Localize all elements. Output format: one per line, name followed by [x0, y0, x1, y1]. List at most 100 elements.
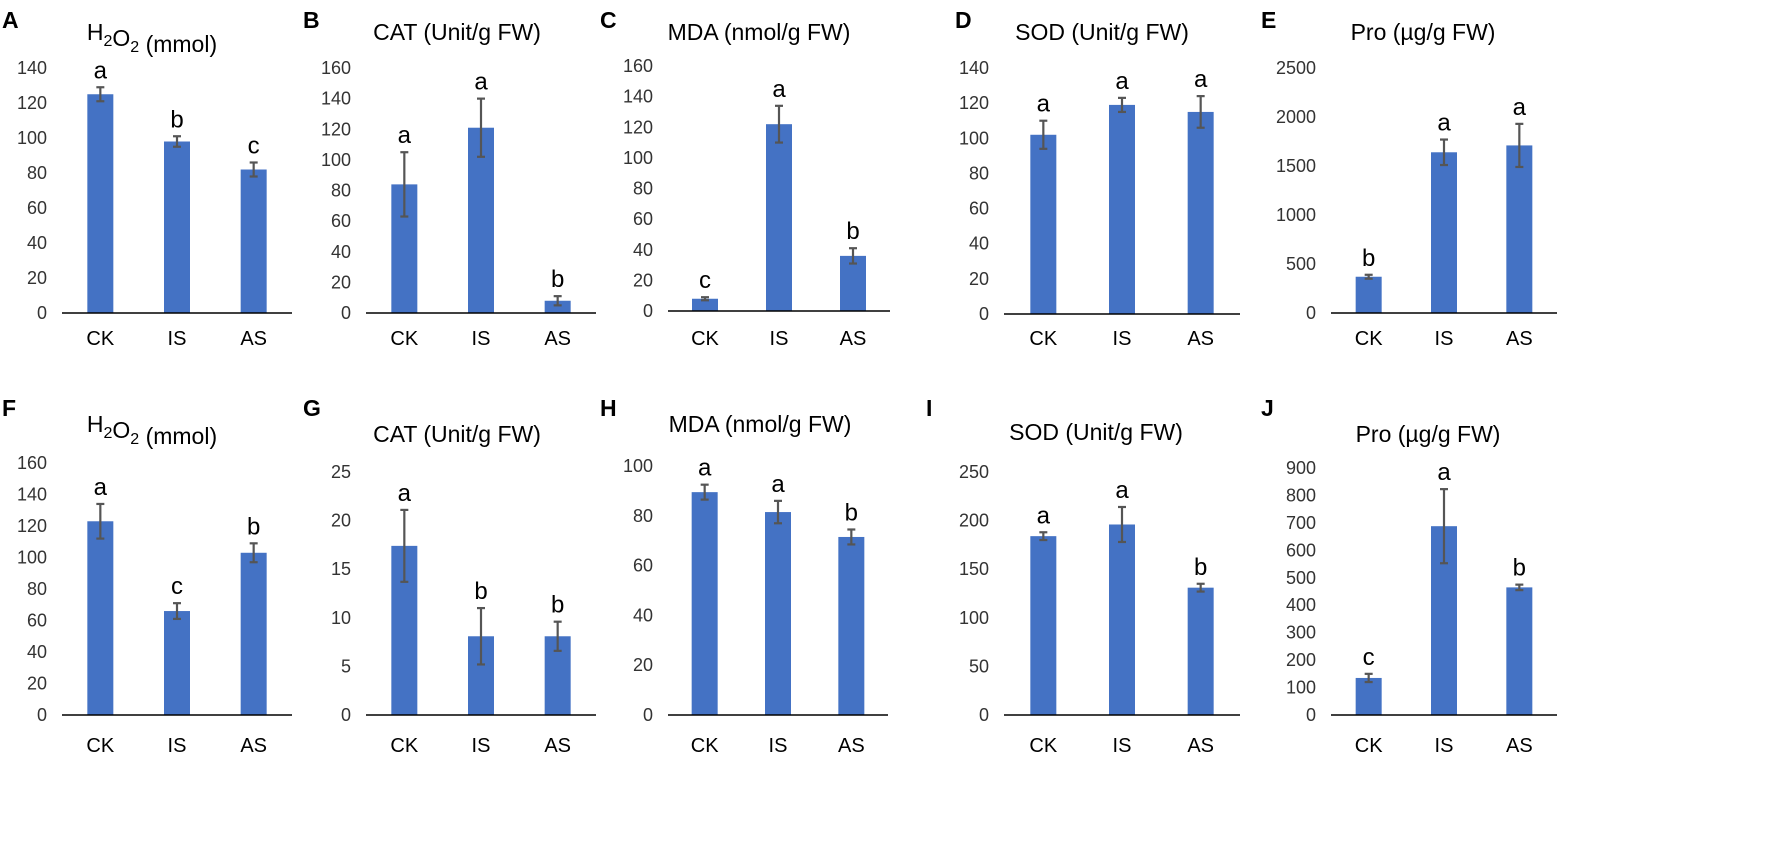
panel-f-y-tick: 140: [17, 485, 47, 505]
panel-a-y-tick: 100: [17, 128, 47, 148]
panel-i-y-tick: 200: [959, 511, 989, 531]
panel-h-y-tick: 0: [643, 705, 653, 725]
panel-a-bar-as: [240, 169, 267, 313]
panel-f-y-tick: 80: [27, 579, 47, 599]
panel-d-y-tick: 140: [959, 58, 989, 78]
panel-d-y-tick: 100: [959, 128, 989, 148]
panel-d-bar-as: [1187, 111, 1214, 314]
panel-h-error-bar-as: [847, 528, 856, 546]
panel-a-category-label: IS: [168, 328, 187, 350]
panel-g-y-tick: 15: [331, 559, 351, 579]
panel-c-bar-ck: [692, 298, 718, 311]
panel-b: B CAT (Unit/g FW) 0 20 40 60 80 100 120 140 160 a CK…: [303, 7, 596, 350]
panel-j-sig-letter: c: [1363, 644, 1375, 671]
panel-f-category-label: IS: [168, 735, 187, 757]
panel-d-category-label: AS: [1187, 328, 1214, 350]
panel-c-error-bar-as: [849, 247, 857, 265]
panel-g-title: CAT (Unit/g FW): [373, 421, 541, 447]
panel-d-category-label: IS: [1113, 328, 1132, 350]
panel-f-error-bar-as: [249, 542, 258, 564]
panel-h-error-bar-is: [774, 499, 782, 525]
panel-e-sig-letter: b: [1362, 245, 1375, 272]
panel-a-bar-ck: [87, 94, 114, 313]
panel-j-y-tick: 800: [1286, 485, 1316, 505]
panel-j-category-label: AS: [1506, 735, 1533, 757]
panel-j-y-tick: 500: [1286, 568, 1316, 588]
panel-c: C MDA (nmol/g FW) 0 20 40 60 80 100 120 140 160 c CK…: [600, 7, 890, 350]
panel-c-bar-is: [766, 124, 792, 311]
panel-g-category-label: IS: [472, 735, 491, 757]
panel-c-error-bar-is: [775, 104, 783, 144]
panel-a-sig-letter: b: [170, 106, 183, 133]
panel-a: A H2O2 (mmol) 0 20 40 60 80 100 120 140 a CK b IS c AS: [2, 7, 292, 350]
panel-i-error-bar-ck: [1039, 531, 1048, 542]
panel-b-error-bar-as: [553, 295, 562, 307]
panel-a-sig-letter: c: [248, 133, 260, 160]
panel-i-title: SOD (Unit/g FW): [1009, 419, 1183, 445]
panel-j-category-label: IS: [1435, 735, 1454, 757]
panel-i-error-bar-is: [1118, 505, 1126, 544]
panel-b-y-tick: 60: [331, 211, 351, 231]
panel-j-y-tick: 900: [1286, 458, 1316, 478]
panel-j-y-tick: 400: [1286, 595, 1316, 615]
panel-g-letter: G: [303, 395, 321, 421]
panel-e: E Pro (µg/g FW) 0 500 1000 1500 2000 2500 b CK a IS…: [1261, 7, 1557, 350]
panel-b-y-tick: 20: [331, 272, 351, 292]
panel-c-category-label: CK: [691, 328, 719, 350]
panel-f-y-tick: 120: [17, 516, 47, 536]
panel-b-sig-letter: b: [551, 266, 564, 293]
panel-h-y-tick: 100: [623, 456, 653, 476]
panel-e-sig-letter: a: [1513, 94, 1527, 121]
panel-f-y-tick: 0: [37, 705, 47, 725]
panel-h-sig-letter: a: [771, 471, 785, 498]
panel-a-y-tick: 140: [17, 58, 47, 78]
panel-e-sig-letter: a: [1437, 110, 1451, 137]
panel-c-y-tick: 100: [623, 148, 653, 168]
panel-e-y-tick: 2500: [1276, 58, 1316, 78]
panel-d: D SOD (Unit/g FW) 0 20 40 60 80 100 120 140 a CK a IS…: [955, 7, 1240, 350]
panel-c-sig-letter: b: [846, 218, 859, 245]
panel-d-error-bar-ck: [1039, 119, 1048, 150]
panel-h-title: MDA (nmol/g FW): [669, 411, 852, 437]
panel-e-category-label: AS: [1506, 328, 1533, 350]
panel-j-y-tick: 100: [1286, 678, 1316, 698]
panel-f-y-tick: 60: [27, 611, 47, 631]
panel-i-y-tick: 150: [959, 559, 989, 579]
panel-a-category-label: AS: [240, 328, 267, 350]
panel-f-error-bar-ck: [96, 502, 105, 540]
panel-e-category-label: CK: [1355, 328, 1383, 350]
panel-d-letter: D: [955, 7, 972, 33]
panel-b-letter: B: [303, 7, 320, 33]
panel-g-category-label: AS: [544, 735, 571, 757]
panel-c-bar-as: [840, 255, 866, 311]
panel-j-error-bar-is: [1440, 488, 1448, 565]
panel-d-y-tick: 80: [969, 163, 989, 183]
panel-a-y-tick: 60: [27, 198, 47, 218]
panel-e-category-label: IS: [1435, 328, 1454, 350]
panel-b-y-tick: 120: [321, 119, 351, 139]
panel-d-sig-letter: a: [1194, 66, 1208, 93]
panel-h-category-label: CK: [691, 735, 719, 757]
panel-j-bar-as: [1506, 587, 1533, 715]
panel-f-bar-as: [240, 552, 267, 715]
panel-e-letter: E: [1261, 7, 1276, 33]
panel-e-error-bar-ck: [1364, 273, 1373, 280]
panel-b-category-label: CK: [390, 328, 418, 350]
panel-c-category-label: IS: [770, 328, 789, 350]
panel-a-sig-letter: a: [94, 57, 108, 84]
panel-e-title: Pro (µg/g FW): [1351, 19, 1496, 45]
panel-j-y-tick: 300: [1286, 623, 1316, 643]
panel-c-title: MDA (nmol/g FW): [668, 19, 851, 45]
panel-j-y-tick: 0: [1306, 705, 1316, 725]
panel-e-y-tick: 1000: [1276, 205, 1316, 225]
panel-f-category-label: AS: [240, 735, 267, 757]
panel-i-sig-letter: a: [1115, 477, 1129, 504]
panel-f-y-tick: 40: [27, 642, 47, 662]
panel-b-category-label: IS: [472, 328, 491, 350]
panel-c-category-label: AS: [840, 328, 867, 350]
panel-f-y-tick: 160: [17, 453, 47, 473]
panel-j-error-bar-ck: [1364, 672, 1373, 684]
panel-b-error-bar-is: [477, 97, 485, 158]
panel-f-y-tick: 100: [17, 548, 47, 568]
panel-h-bar-is: [765, 512, 791, 715]
